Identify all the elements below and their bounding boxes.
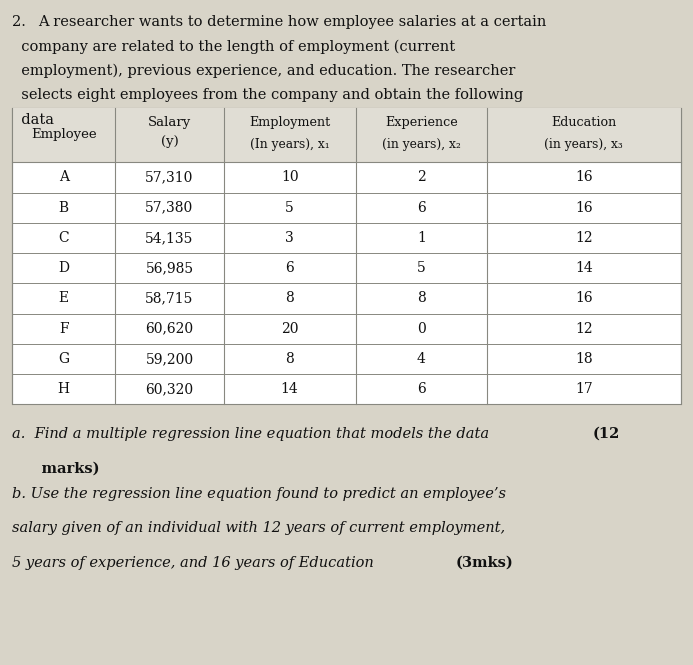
Text: 16: 16	[575, 291, 593, 305]
Text: 18: 18	[575, 352, 593, 366]
Text: 8: 8	[417, 291, 426, 305]
Text: a.  Find a multiple regression line equation that models the data: a. Find a multiple regression line equat…	[12, 427, 494, 441]
Text: F: F	[59, 322, 69, 336]
Text: C: C	[58, 231, 69, 245]
Text: B: B	[59, 201, 69, 215]
Text: 58,715: 58,715	[146, 291, 193, 305]
Text: Education: Education	[551, 116, 617, 130]
Text: E: E	[59, 291, 69, 305]
Text: salary given of an individual with 12 years of current employment,: salary given of an individual with 12 ye…	[12, 521, 506, 535]
Text: b. Use the regression line equation found to predict an employee’s: b. Use the regression line equation foun…	[12, 487, 507, 501]
Text: 8: 8	[286, 291, 294, 305]
Text: Employee: Employee	[31, 128, 96, 142]
Text: D: D	[58, 261, 69, 275]
Text: company are related to the length of employment (current: company are related to the length of emp…	[12, 39, 455, 54]
Text: A: A	[59, 170, 69, 184]
Text: (12: (12	[593, 427, 620, 441]
Text: 14: 14	[281, 382, 299, 396]
Text: Salary: Salary	[148, 116, 191, 130]
Text: 57,310: 57,310	[146, 170, 193, 184]
Text: 59,200: 59,200	[146, 352, 193, 366]
Text: (y): (y)	[161, 135, 178, 148]
Text: 2: 2	[417, 170, 426, 184]
Text: 14: 14	[575, 261, 593, 275]
Text: Employment: Employment	[249, 116, 331, 130]
Text: 5: 5	[417, 261, 426, 275]
Text: 57,380: 57,380	[146, 201, 193, 215]
Text: (In years), x₁: (In years), x₁	[250, 138, 329, 152]
Text: 16: 16	[575, 170, 593, 184]
Text: Experience: Experience	[385, 116, 457, 130]
Text: 60,620: 60,620	[146, 322, 193, 336]
Text: 2.: 2.	[12, 15, 26, 29]
Text: 8: 8	[286, 352, 294, 366]
Text: H: H	[58, 382, 70, 396]
Text: 12: 12	[575, 322, 593, 336]
Bar	[12, 108, 681, 404]
Text: 54,135: 54,135	[146, 231, 193, 245]
Text: 12: 12	[575, 231, 593, 245]
Text: 60,320: 60,320	[146, 382, 193, 396]
Text: (in years), x₃: (in years), x₃	[545, 138, 623, 152]
Text: 10: 10	[281, 170, 299, 184]
Text: 1: 1	[417, 231, 426, 245]
Text: A researcher wants to determine how employee salaries at a certain: A researcher wants to determine how empl…	[38, 15, 547, 29]
Text: 5: 5	[286, 201, 294, 215]
Text: (3mks): (3mks)	[456, 556, 514, 570]
Text: 6: 6	[286, 261, 294, 275]
Text: 6: 6	[417, 201, 426, 215]
Text: 56,985: 56,985	[146, 261, 193, 275]
Bar	[12, 108, 681, 162]
Text: selects eight employees from the company and obtain the following: selects eight employees from the company…	[12, 88, 524, 102]
Text: data: data	[12, 113, 55, 127]
Text: marks): marks)	[21, 462, 99, 475]
Text: 5 years of experience, and 16 years of Education: 5 years of experience, and 16 years of E…	[12, 556, 379, 570]
Text: employment), previous experience, and education. The researcher: employment), previous experience, and ed…	[12, 64, 516, 78]
Text: 16: 16	[575, 201, 593, 215]
Text: 3: 3	[286, 231, 294, 245]
Text: 20: 20	[281, 322, 299, 336]
Text: 4: 4	[417, 352, 426, 366]
Text: 0: 0	[417, 322, 426, 336]
Text: 6: 6	[417, 382, 426, 396]
Text: (in years), x₂: (in years), x₂	[382, 138, 461, 152]
Text: 17: 17	[575, 382, 593, 396]
Text: G: G	[58, 352, 69, 366]
